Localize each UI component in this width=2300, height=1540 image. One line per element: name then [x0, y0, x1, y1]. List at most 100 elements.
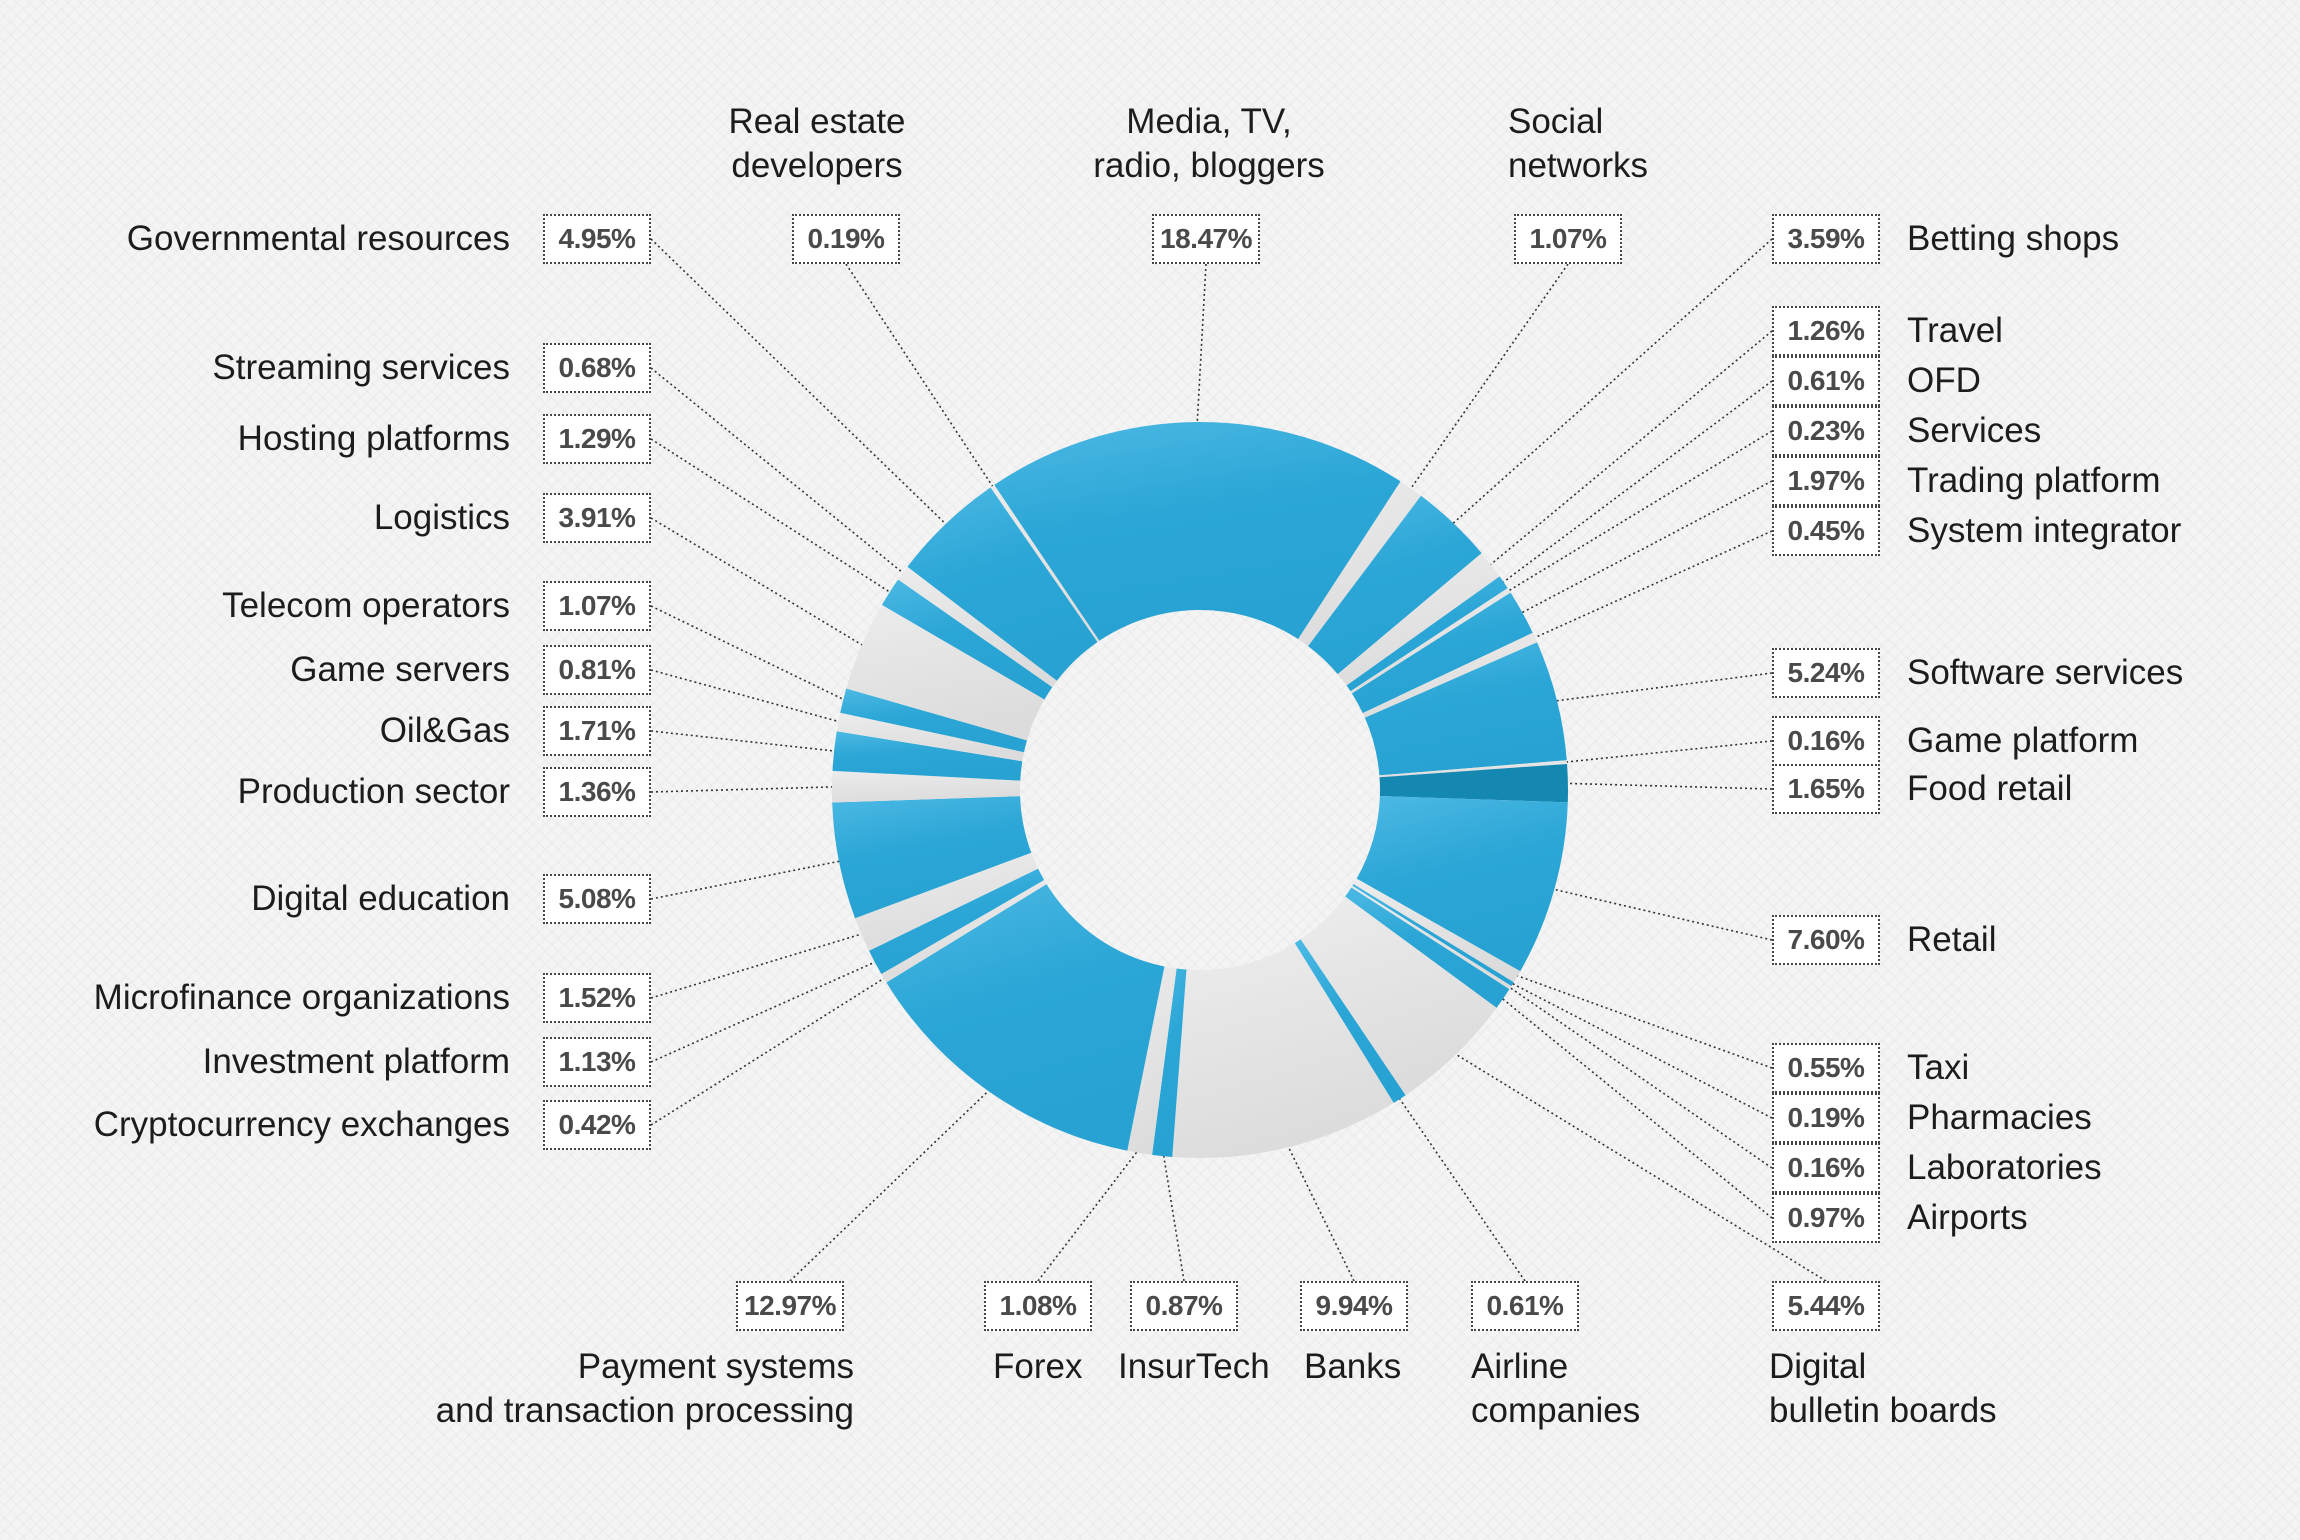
- donut-slice: [994, 422, 1401, 641]
- category-label: Forex: [993, 1347, 1083, 1386]
- leader-line: [1498, 380, 1773, 587]
- leader-lines: [650, 238, 1827, 1282]
- category-label: Banks: [1304, 1347, 1402, 1386]
- percentage-box: 0.16%: [1772, 716, 1880, 766]
- percentage-box: 12.97%: [736, 1281, 844, 1331]
- category-label: Real estate developers: [728, 102, 906, 185]
- percentage-box: 0.23%: [1772, 406, 1880, 456]
- leader-line: [1507, 980, 1773, 1119]
- percentage-box: 1.29%: [543, 414, 651, 464]
- percentage-box: 0.81%: [543, 645, 651, 695]
- leader-line: [650, 438, 896, 596]
- donut-slice: [1362, 632, 1538, 718]
- donut-slice: [868, 868, 1045, 975]
- percentage-box: 0.42%: [543, 1100, 651, 1150]
- percentage-box: 1.13%: [543, 1037, 651, 1087]
- leader-line: [650, 859, 846, 900]
- leader-line: [1529, 530, 1773, 641]
- donut-slice: [840, 688, 1027, 753]
- donut-slice: [881, 880, 1047, 983]
- donut-slice: [1350, 588, 1511, 694]
- leader-line: [650, 367, 909, 578]
- leader-line: [650, 730, 841, 753]
- percentage-box: 9.94%: [1300, 1281, 1408, 1331]
- leader-line: [1550, 672, 1773, 703]
- percentage-box: 3.59%: [1772, 214, 1880, 264]
- leader-line: [1548, 887, 1773, 941]
- percentage-box: 5.24%: [1772, 648, 1880, 698]
- percentage-box: 1.36%: [543, 767, 651, 817]
- leader-line: [845, 263, 997, 492]
- donut-slice: [898, 566, 1057, 688]
- category-label: Software services: [1907, 653, 2184, 692]
- percentage-box: 0.61%: [1471, 1281, 1579, 1331]
- donut-slice: [1294, 939, 1406, 1103]
- donut-slice: [1351, 592, 1533, 714]
- leader-line: [650, 958, 881, 1063]
- donut-slice: [832, 731, 1023, 781]
- category-label: Retail: [1907, 920, 1997, 959]
- leader-line: [1503, 430, 1773, 595]
- percentage-box: 0.87%: [1130, 1281, 1238, 1331]
- donut-slice: [1127, 966, 1177, 1155]
- donut-slice: [1300, 896, 1497, 1096]
- leader-line: [650, 605, 850, 703]
- category-label: InsurTech: [1118, 1347, 1270, 1386]
- leader-line: [1395, 1093, 1526, 1282]
- category-label: Telecom operators: [222, 586, 510, 625]
- percentage-box: 0.61%: [1772, 356, 1880, 406]
- leader-line: [1504, 983, 1773, 1169]
- donut-slice: [907, 487, 1098, 681]
- category-label: Food retail: [1907, 769, 2073, 808]
- donut-slice: [990, 484, 1100, 642]
- percentage-box: 1.65%: [1772, 764, 1880, 814]
- donut-slice: [832, 796, 1032, 919]
- percentage-box: 0.19%: [792, 214, 900, 264]
- leader-line: [1497, 994, 1773, 1219]
- leader-line: [1161, 1149, 1185, 1282]
- donut-slice: [1152, 968, 1187, 1157]
- donut-slice: [1345, 887, 1510, 1008]
- percentage-box: 1.08%: [984, 1281, 1092, 1331]
- donut-slice: [886, 884, 1165, 1151]
- category-label: Governmental resources: [126, 219, 510, 258]
- donut-slice: [1352, 884, 1514, 987]
- leader-line: [650, 974, 890, 1126]
- category-label: Streaming services: [212, 348, 510, 387]
- donut-slice: [1308, 495, 1482, 675]
- percentage-box: 1.07%: [543, 581, 651, 631]
- percentage-box: 0.55%: [1772, 1043, 1880, 1093]
- percentage-box: 1.07%: [1514, 214, 1622, 264]
- leader-line: [650, 785, 839, 793]
- percentage-box: 0.97%: [1772, 1193, 1880, 1243]
- percentage-box: 0.45%: [1772, 506, 1880, 556]
- category-label: Investment platform: [202, 1042, 510, 1081]
- donut-slice: [1356, 796, 1568, 972]
- category-label: Production sector: [237, 772, 510, 811]
- leader-line: [650, 931, 868, 999]
- category-label: Digital bulletin boards: [1769, 1347, 1997, 1430]
- category-label: Game servers: [290, 650, 510, 689]
- category-label: Airline companies: [1471, 1347, 1641, 1430]
- category-label: Trading platform: [1907, 461, 2161, 500]
- percentage-box: 1.52%: [543, 973, 651, 1023]
- leader-line: [650, 669, 845, 724]
- leader-line: [789, 1086, 994, 1282]
- leader-line: [1516, 480, 1773, 616]
- category-label: Taxi: [1907, 1048, 1970, 1087]
- category-label: OFD: [1907, 361, 1981, 400]
- donut-slice: [1337, 553, 1500, 686]
- category-label: Payment systems and transaction processi…: [435, 1347, 854, 1430]
- category-label: Oil&Gas: [379, 711, 510, 750]
- leader-line: [1196, 263, 1207, 429]
- donut-slice: [1353, 878, 1521, 983]
- category-label: Laboratories: [1907, 1148, 2102, 1187]
- donut-slice: [1172, 943, 1394, 1158]
- leader-line: [1561, 782, 1773, 790]
- category-label: Airports: [1907, 1198, 2028, 1237]
- category-label: Betting shops: [1907, 219, 2120, 258]
- percentage-box: 5.44%: [1772, 1281, 1880, 1331]
- leader-line: [1511, 973, 1773, 1069]
- leader-line: [1448, 238, 1773, 528]
- leader-line: [650, 517, 868, 649]
